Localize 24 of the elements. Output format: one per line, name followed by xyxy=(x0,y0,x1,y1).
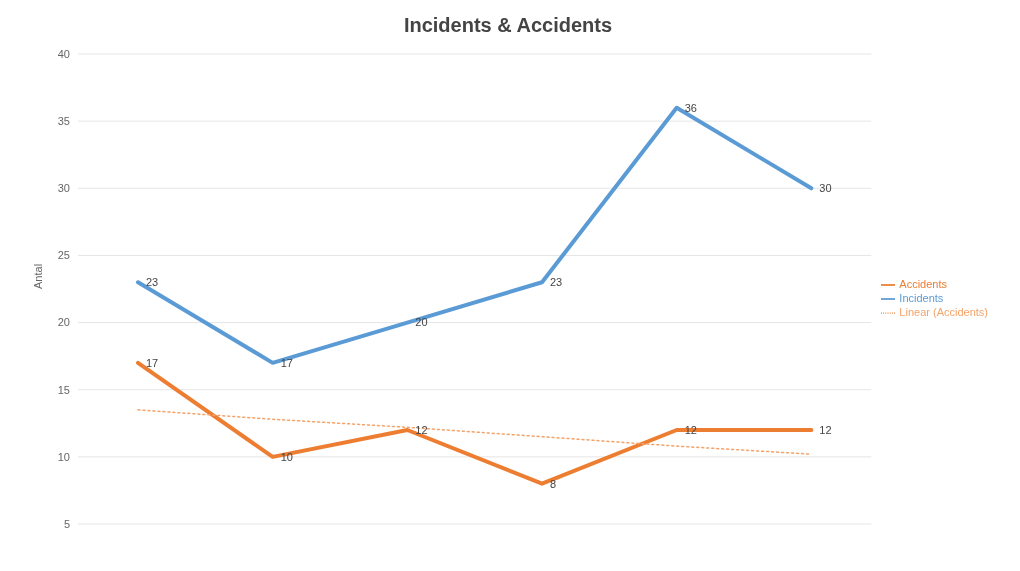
y-tick-label: 5 xyxy=(63,517,70,530)
y-axis-title: Antal xyxy=(31,263,44,289)
y-tick-label: 15 xyxy=(57,383,70,396)
chart-title: Incidents & Accidents xyxy=(402,14,614,38)
data-label: 17 xyxy=(280,356,293,369)
data-label: 12 xyxy=(819,423,832,436)
y-tick-label: 35 xyxy=(57,115,70,128)
data-label: 23 xyxy=(146,276,159,289)
legend-label: Accidents xyxy=(899,277,948,290)
y-tick-label: 10 xyxy=(57,450,70,463)
data-label: 30 xyxy=(819,182,832,195)
data-label: 8 xyxy=(550,477,557,490)
legend-label: Incidents xyxy=(899,291,944,304)
legend-label: Linear (Accidents) xyxy=(899,306,988,319)
y-tick-label: 30 xyxy=(57,182,70,195)
y-tick-label: 25 xyxy=(57,249,70,262)
y-tick-label: 40 xyxy=(57,47,70,60)
line-series xyxy=(136,105,814,365)
data-label: 23 xyxy=(550,276,563,289)
data-label: 17 xyxy=(146,356,159,369)
line-series xyxy=(136,360,814,486)
data-label: 36 xyxy=(684,101,697,114)
data-label: 20 xyxy=(415,316,428,329)
y-tick-label: 20 xyxy=(57,316,70,329)
